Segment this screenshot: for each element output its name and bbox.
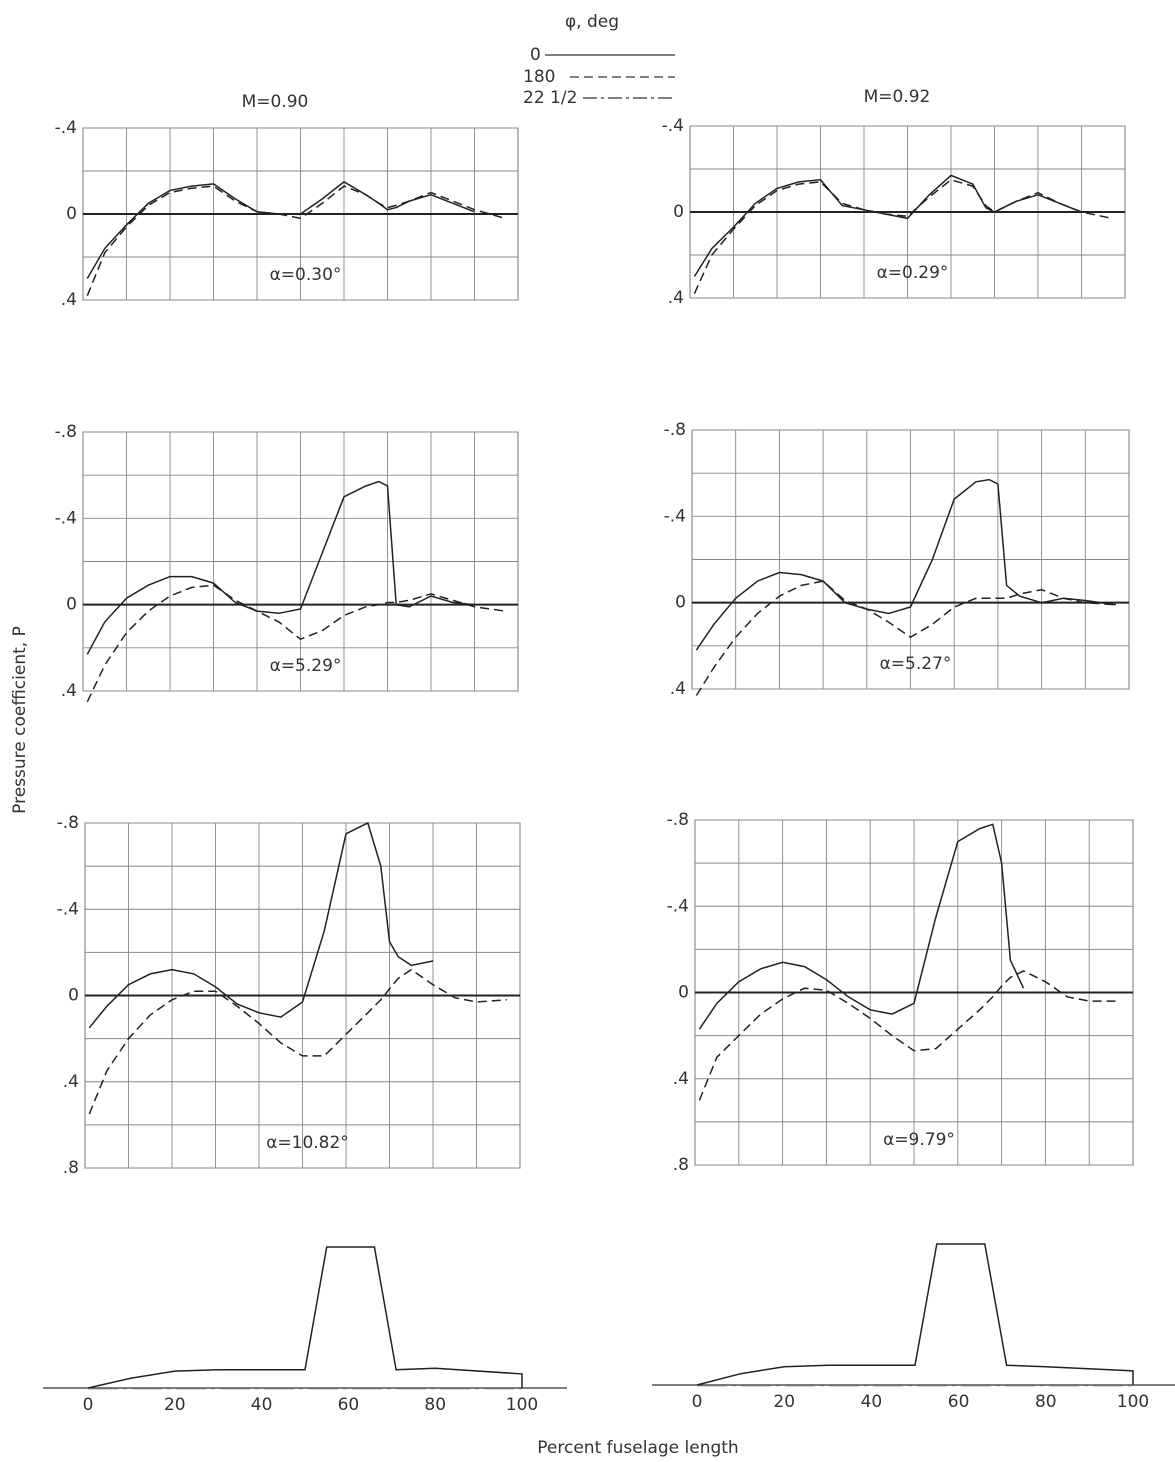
pressure-curve xyxy=(698,970,1120,1101)
legend-title: φ, deg xyxy=(565,12,619,32)
y-tick-label: .4 xyxy=(61,681,77,701)
legend-label: 180 xyxy=(523,67,555,87)
pressure-curve xyxy=(693,174,1082,277)
x-tick-label: 100 xyxy=(506,1395,538,1415)
x-tick-label: 40 xyxy=(861,1392,883,1412)
legend-label: 0 xyxy=(530,45,541,65)
y-tick-label: 0 xyxy=(675,593,686,613)
pressure-curve xyxy=(88,821,434,1029)
x-tick-label: 20 xyxy=(164,1395,186,1415)
y-tick-label: .8 xyxy=(673,1155,689,1175)
pressure-curve xyxy=(695,580,1116,696)
y-tick-label: -.4 xyxy=(664,506,686,526)
alpha-annotation: α=5.29° xyxy=(270,656,342,676)
pressure-curve xyxy=(695,478,1117,651)
y-tick-label: .4 xyxy=(63,1072,79,1092)
y-tick-label: -.4 xyxy=(57,899,79,919)
x-axis-label: Percent fuselage length xyxy=(537,1438,738,1458)
y-tick-label: -.8 xyxy=(664,420,686,440)
y-tick-label: .4 xyxy=(673,1069,689,1089)
x-tick-label: 0 xyxy=(692,1392,703,1412)
y-tick-label: 0 xyxy=(673,202,684,222)
y-tick-label: -.8 xyxy=(57,813,79,833)
pressure-curve xyxy=(86,185,506,296)
x-tick-label: 60 xyxy=(338,1395,360,1415)
y-tick-label: .4 xyxy=(61,290,77,310)
x-tick-label: 0 xyxy=(83,1395,94,1415)
column-title: M=0.90 xyxy=(242,92,309,112)
body-outline xyxy=(87,1246,523,1389)
x-tick-label: 40 xyxy=(251,1395,273,1415)
pressure-curve xyxy=(86,584,506,703)
y-tick-label: .4 xyxy=(668,288,684,308)
y-tick-label: .8 xyxy=(63,1158,79,1178)
alpha-annotation: α=10.82° xyxy=(266,1133,349,1153)
pressure-curve xyxy=(88,968,507,1115)
y-tick-label: 0 xyxy=(66,595,77,615)
x-tick-label: 80 xyxy=(424,1395,446,1415)
y-axis-label: Pressure coefficient, P xyxy=(10,626,30,814)
x-tick-label: 100 xyxy=(1117,1392,1149,1412)
y-tick-label: 0 xyxy=(68,986,79,1006)
y-tick-label: -.8 xyxy=(55,422,77,442)
x-tick-label: 80 xyxy=(1035,1392,1057,1412)
y-tick-label: -.4 xyxy=(55,508,77,528)
alpha-annotation: α=0.30° xyxy=(270,265,342,285)
legend-label: 22 1/2 xyxy=(523,88,577,108)
y-tick-label: -.8 xyxy=(667,810,689,830)
x-tick-label: 20 xyxy=(773,1392,795,1412)
pressure-curve xyxy=(698,823,1025,1030)
y-tick-label: -.4 xyxy=(55,118,77,138)
body-outline xyxy=(696,1243,1134,1386)
y-tick-label: 0 xyxy=(678,983,689,1003)
y-tick-label: 0 xyxy=(66,204,77,224)
pressure-curve xyxy=(86,180,475,279)
pressure-curve xyxy=(86,480,475,655)
y-tick-label: -.4 xyxy=(667,896,689,916)
pressure-curve xyxy=(693,178,1113,295)
x-tick-label: 60 xyxy=(948,1392,970,1412)
y-tick-label: -.4 xyxy=(662,116,684,136)
alpha-annotation: α=0.29° xyxy=(877,263,949,283)
column-title: M=0.92 xyxy=(864,87,931,107)
alpha-annotation: α=9.79° xyxy=(883,1130,955,1150)
alpha-annotation: α=5.27° xyxy=(880,654,952,674)
y-tick-label: .4 xyxy=(670,679,686,699)
